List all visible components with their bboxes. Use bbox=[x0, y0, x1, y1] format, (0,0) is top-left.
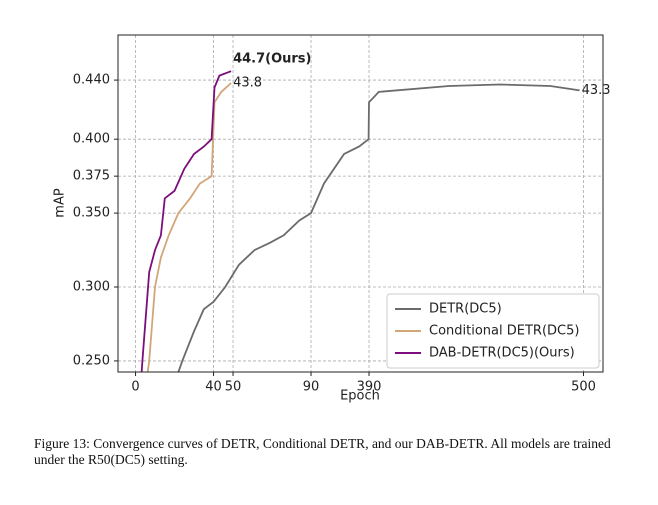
x-tick-label: 500 bbox=[571, 380, 596, 395]
line-series bbox=[177, 83, 580, 372]
x-tick-label: 40 bbox=[205, 380, 222, 395]
y-tick-label: 0.400 bbox=[73, 132, 110, 147]
y-axis-label: mAP bbox=[53, 188, 68, 218]
plot-area bbox=[140, 70, 580, 372]
line-series bbox=[140, 70, 232, 372]
line-series bbox=[146, 82, 232, 372]
x-tick-label: 390 bbox=[357, 380, 382, 395]
y-tick-label: 0.440 bbox=[73, 73, 110, 88]
y-tick-label: 0.350 bbox=[73, 206, 110, 221]
y-tick-label: 0.375 bbox=[73, 169, 110, 184]
x-tick-label: 0 bbox=[131, 380, 139, 395]
legend-label: DAB-DETR(DC5)(Ours) bbox=[429, 346, 575, 361]
figure-caption: Figure 13: Convergence curves of DETR, C… bbox=[34, 436, 611, 467]
legend-label: DETR(DC5) bbox=[429, 302, 502, 317]
end-label: 43.3 bbox=[582, 83, 611, 98]
x-tick-label: 50 bbox=[225, 380, 242, 395]
end-label: 44.7(Ours) bbox=[233, 52, 311, 67]
y-tick-label: 0.250 bbox=[73, 353, 110, 368]
x-axis-label: Epoch bbox=[340, 389, 380, 404]
legend-label: Conditional DETR(DC5) bbox=[429, 324, 579, 339]
chart: Epoch mAP 0.250 0.300 0.350 0.375 0.400 0.440… bbox=[53, 34, 611, 404]
x-tick-label: 90 bbox=[303, 380, 320, 395]
end-label: 43.8 bbox=[233, 76, 262, 91]
plot-frame bbox=[117, 34, 604, 373]
legend-box bbox=[386, 293, 600, 369]
y-tick-label: 0.300 bbox=[73, 280, 110, 295]
